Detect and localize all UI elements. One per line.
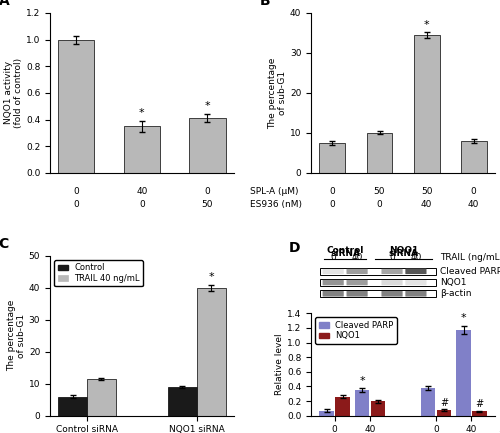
Text: 50: 50 <box>421 187 432 196</box>
Y-axis label: The percentage
of sub-G1: The percentage of sub-G1 <box>6 300 26 372</box>
Legend: Control, TRAIL 40 ng/mL: Control, TRAIL 40 ng/mL <box>54 260 143 286</box>
Y-axis label: NQO1 activity
(fold of control): NQO1 activity (fold of control) <box>4 58 23 128</box>
Bar <box>472 411 486 416</box>
FancyBboxPatch shape <box>346 280 368 285</box>
Bar <box>371 401 386 416</box>
Text: TRAIL (ng/mL): TRAIL (ng/mL) <box>440 252 500 262</box>
Legend: Cleaved PARP, NQO1: Cleaved PARP, NQO1 <box>316 317 397 344</box>
Text: B: B <box>260 0 270 8</box>
Text: 0: 0 <box>330 200 336 209</box>
Bar <box>320 268 436 275</box>
Y-axis label: The percentage
of sub-G1: The percentage of sub-G1 <box>268 57 287 129</box>
Text: 40: 40 <box>421 200 432 209</box>
Bar <box>320 291 436 297</box>
Text: 0: 0 <box>139 200 145 209</box>
Bar <box>336 397 350 416</box>
Text: 40: 40 <box>136 187 147 196</box>
Text: β-actin: β-actin <box>440 289 472 298</box>
Bar <box>58 397 87 416</box>
Text: 0: 0 <box>330 252 336 262</box>
Text: NQO1: NQO1 <box>390 246 418 255</box>
Text: NQO1: NQO1 <box>440 278 466 287</box>
Text: *: * <box>360 376 365 386</box>
Text: #: # <box>440 397 448 407</box>
Text: siRNA: siRNA <box>330 249 360 259</box>
Bar <box>320 279 436 286</box>
FancyBboxPatch shape <box>406 280 426 285</box>
Text: *: * <box>461 313 466 323</box>
Text: *: * <box>204 101 210 111</box>
Text: ES936 (nM): ES936 (nM) <box>250 200 302 209</box>
Text: D: D <box>289 241 300 255</box>
Bar <box>355 390 370 416</box>
Text: 40: 40 <box>410 252 422 262</box>
FancyBboxPatch shape <box>346 268 368 274</box>
FancyBboxPatch shape <box>382 280 402 285</box>
Bar <box>168 387 197 416</box>
Bar <box>124 126 160 173</box>
Text: 0: 0 <box>74 200 80 209</box>
Text: *: * <box>208 272 214 282</box>
Bar <box>460 141 486 173</box>
Text: 0: 0 <box>389 252 395 262</box>
FancyBboxPatch shape <box>322 280 344 285</box>
Bar <box>436 410 451 416</box>
Text: A: A <box>0 0 10 8</box>
Text: 40: 40 <box>468 200 479 209</box>
FancyBboxPatch shape <box>382 291 402 297</box>
Bar <box>320 143 345 173</box>
Bar <box>366 133 392 173</box>
FancyBboxPatch shape <box>406 291 426 297</box>
Bar <box>58 40 94 173</box>
Text: 0: 0 <box>204 187 210 196</box>
Bar <box>414 35 440 173</box>
Text: 0: 0 <box>330 187 336 196</box>
Text: Control: Control <box>326 246 364 255</box>
Bar <box>87 379 116 416</box>
Bar <box>421 388 436 416</box>
Text: 0: 0 <box>376 200 382 209</box>
Text: 40: 40 <box>352 252 363 262</box>
Text: Cleaved PARP: Cleaved PARP <box>440 267 500 276</box>
Bar <box>190 118 226 173</box>
Text: siRNA: siRNA <box>389 249 419 259</box>
Text: 50: 50 <box>374 187 386 196</box>
FancyBboxPatch shape <box>406 268 426 274</box>
FancyBboxPatch shape <box>322 291 344 297</box>
Text: 0: 0 <box>471 187 476 196</box>
Text: *: * <box>139 107 145 117</box>
Y-axis label: Relative level: Relative level <box>275 334 284 395</box>
FancyBboxPatch shape <box>322 268 344 274</box>
Bar <box>456 330 471 416</box>
Text: *: * <box>424 20 430 30</box>
Text: 50: 50 <box>202 200 213 209</box>
FancyBboxPatch shape <box>382 268 402 274</box>
Bar <box>320 410 334 416</box>
Bar <box>197 288 226 416</box>
FancyBboxPatch shape <box>346 291 368 297</box>
Text: SPL-A (μM): SPL-A (μM) <box>250 187 298 196</box>
Text: 0: 0 <box>74 187 80 196</box>
Text: #: # <box>476 399 484 409</box>
Text: C: C <box>0 237 9 251</box>
